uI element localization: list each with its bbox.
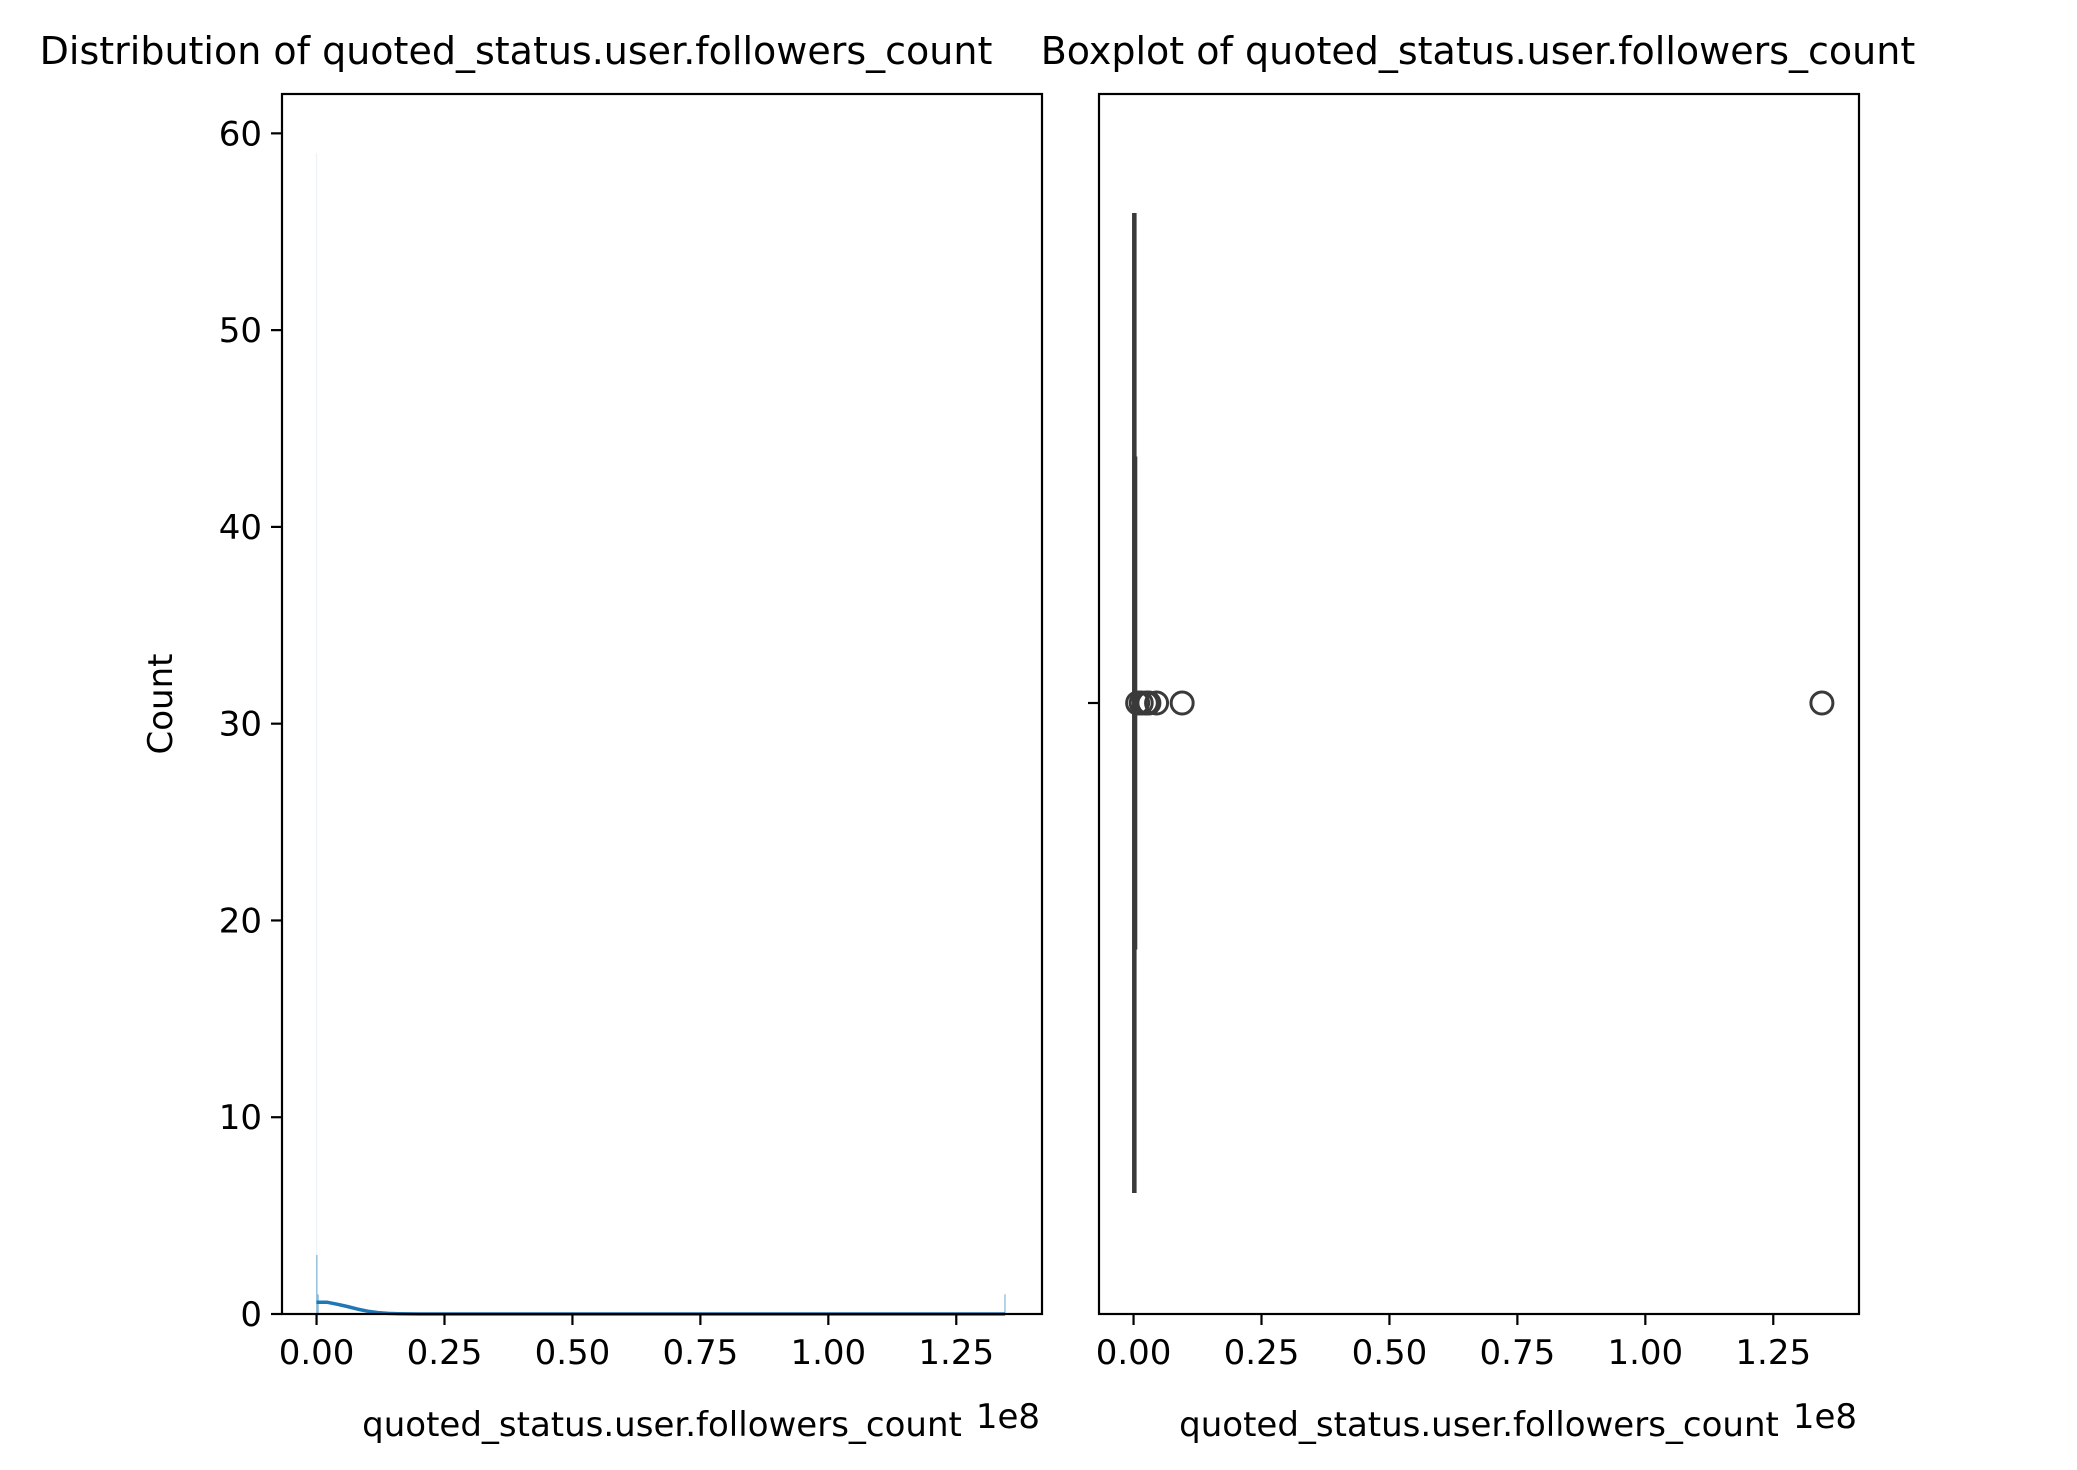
histogram-plot-area <box>315 153 1006 1316</box>
boxplot-x-tick-label: 1.25 <box>1735 1333 1811 1373</box>
histogram-x-tick-label: 0.25 <box>407 1333 483 1373</box>
boxplot-outlier <box>1809 690 1835 716</box>
histogram-y-tick-label: 30 <box>219 705 262 745</box>
histogram-y-axis-label: Count <box>141 654 181 755</box>
boxplot-x-tick-label: 0.25 <box>1224 1333 1300 1373</box>
boxplot-x-tick-label: 0.75 <box>1480 1333 1556 1373</box>
histogram-x-tick-label: 0.00 <box>279 1333 355 1373</box>
histogram-panel: Distribution of quoted_status.user.follo… <box>40 29 1044 1445</box>
boxplot-x-ticks: 0.00 0.25 0.50 0.75 1.00 1.25 <box>1096 1314 1811 1373</box>
boxplot-x-offset-label: 1e8 <box>1793 1397 1857 1437</box>
boxplot-x-axis-label: quoted_status.user.followers_count <box>1179 1405 1779 1445</box>
boxplot-title: Boxplot of quoted_status.user.followers_… <box>1041 29 1916 73</box>
histogram-y-tick-label: 40 <box>219 508 262 548</box>
kde-line <box>316 1300 1005 1316</box>
histogram-bar <box>317 1294 319 1314</box>
boxplot-outlier <box>1144 690 1170 716</box>
histogram-x-ticks: 0.00 0.25 0.50 0.75 1.00 1.25 <box>279 1314 994 1373</box>
histogram-y-tick-label: 0 <box>240 1295 262 1335</box>
boxplot-x-tick-label: 1.00 <box>1607 1333 1683 1373</box>
histogram-title: Distribution of quoted_status.user.follo… <box>40 29 993 73</box>
boxplot-frame <box>1097 92 1861 1316</box>
boxplot-outlier <box>1169 690 1195 716</box>
histogram-bar <box>315 153 318 1315</box>
histogram-y-tick-label: 10 <box>219 1098 262 1138</box>
boxplot-outlier <box>1136 690 1162 716</box>
histogram-x-tick-label: 1.00 <box>790 1333 866 1373</box>
boxplot-panel: Boxplot of quoted_status.user.followers_… <box>1041 29 1916 1445</box>
histogram-y-tick-label: 50 <box>219 311 262 351</box>
histogram-bar <box>316 1254 318 1314</box>
histogram-y-tick-label: 20 <box>219 901 262 941</box>
histogram-y-ticks: 0 10 20 30 40 50 60 <box>219 114 282 1335</box>
boxplot-x-tick-label: 0.00 <box>1096 1333 1172 1373</box>
histogram-x-tick-label: 0.50 <box>535 1333 611 1373</box>
boxplot-plot-area <box>1125 213 1835 1193</box>
histogram-x-offset-label: 1e8 <box>976 1397 1040 1437</box>
histogram-x-tick-label: 0.75 <box>663 1333 739 1373</box>
histogram-frame <box>280 92 1044 1316</box>
boxplot-x-tick-label: 0.50 <box>1352 1333 1428 1373</box>
histogram-x-tick-label: 1.25 <box>918 1333 994 1373</box>
histogram-bar <box>1004 1294 1006 1314</box>
histogram-y-tick-label: 60 <box>219 114 262 154</box>
histogram-x-axis-label: quoted_status.user.followers_count <box>362 1405 962 1445</box>
